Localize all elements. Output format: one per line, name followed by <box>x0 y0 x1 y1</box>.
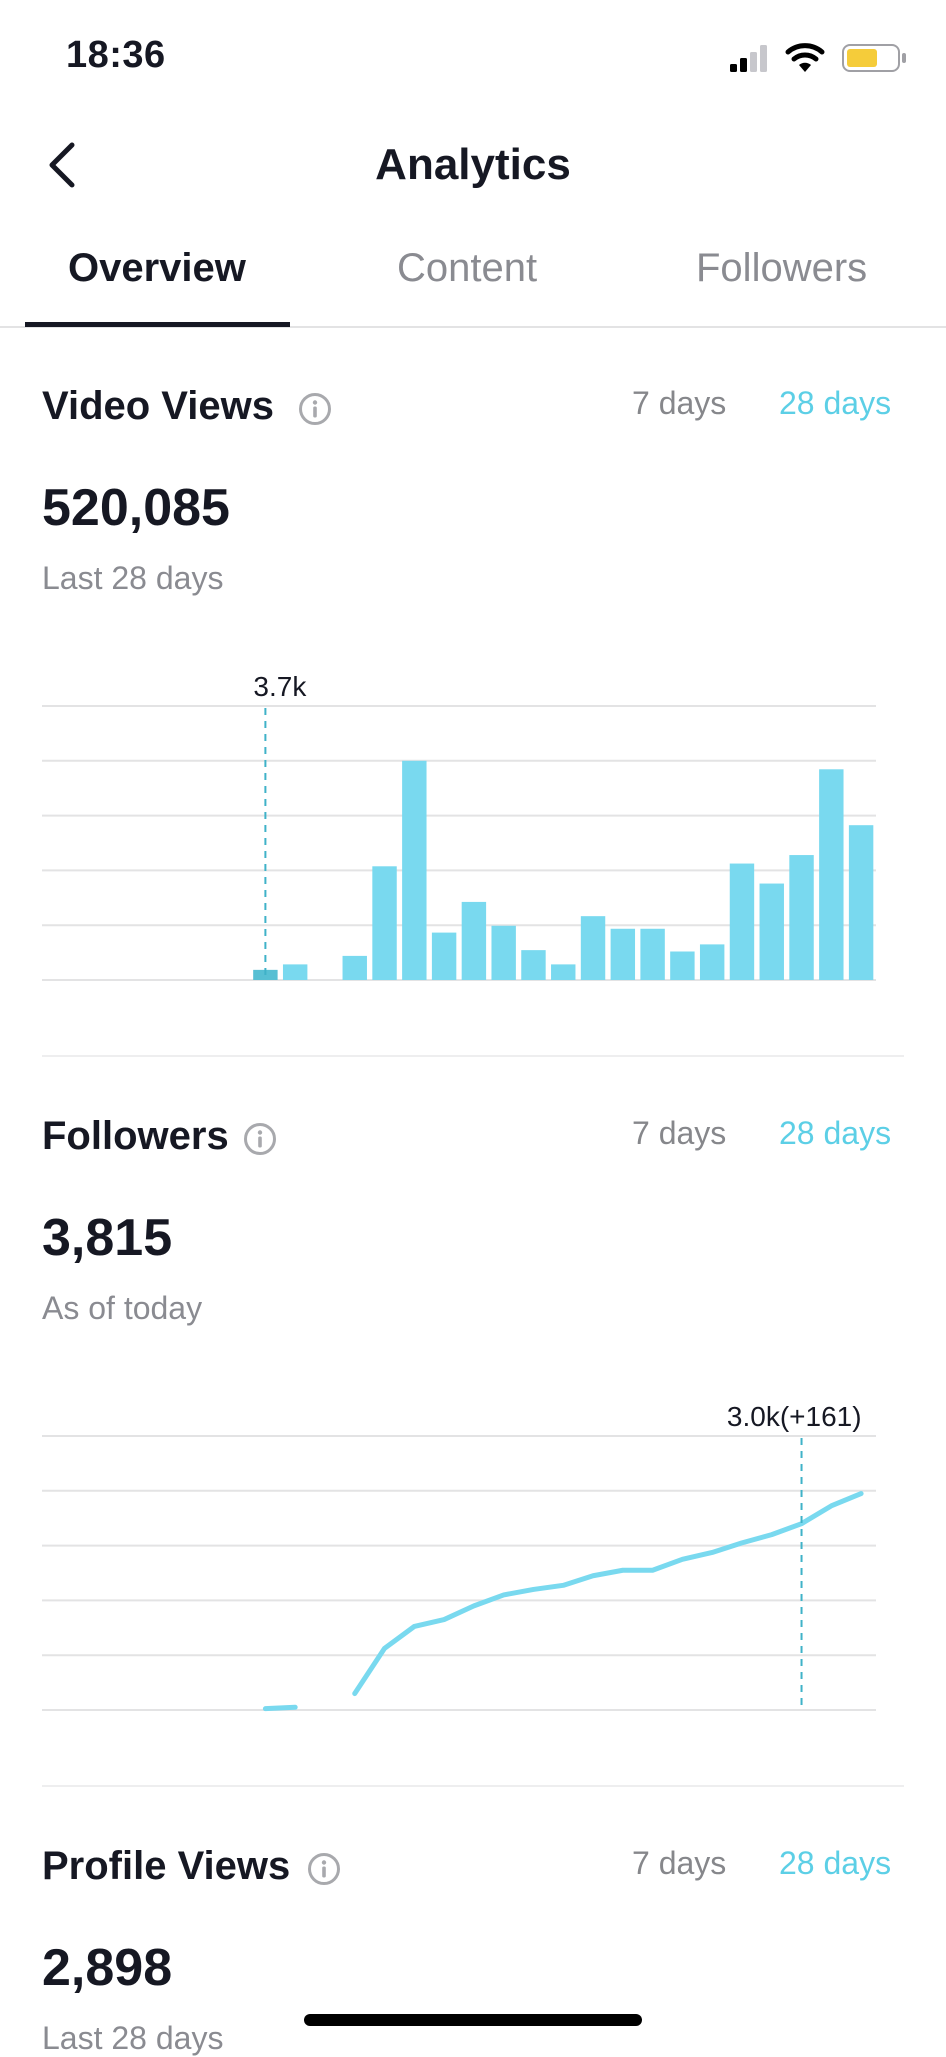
section-divider <box>42 1055 904 1057</box>
x-tick-label: 30 <box>846 1729 877 1730</box>
status-icons <box>730 43 906 72</box>
active-tab-indicator <box>25 322 290 327</box>
x-tick-label: 25 <box>697 999 728 1000</box>
x-tick-label: 15 <box>399 1729 430 1730</box>
series-line <box>352 1491 864 1697</box>
bar <box>402 760 427 980</box>
x-tick-label: Dec 05 <box>72 999 161 1000</box>
tab-overview[interactable]: Overview <box>68 246 246 290</box>
series-line <box>262 1704 298 1712</box>
range-28-days[interactable]: 28 days <box>779 1845 892 1881</box>
bar <box>282 964 308 980</box>
bar <box>491 925 516 980</box>
bar <box>848 825 874 980</box>
x-tick-label: 30 <box>846 999 877 1000</box>
profile-views-title: Profile Views <box>42 1844 291 1888</box>
x-tick-label: 25 <box>697 1729 728 1730</box>
profile-views-value: 2,898 <box>42 1939 173 1997</box>
range-7-days[interactable]: 7 days <box>632 1115 727 1151</box>
bar <box>431 932 457 980</box>
bar <box>640 928 665 980</box>
bar <box>342 955 367 980</box>
status-time: 18:36 <box>66 34 166 76</box>
video-views-title: Video Views <box>42 384 274 428</box>
range-7-days[interactable]: 7 days <box>632 1845 727 1881</box>
x-tick-label: 20 <box>548 999 579 1000</box>
bar <box>699 944 725 980</box>
video-views-chart[interactable]: Dec 05 10 15 20 25 30 3.7k <box>0 640 946 1000</box>
bar <box>729 863 755 980</box>
x-tick-label: 10 <box>250 1729 281 1730</box>
bar <box>759 883 784 980</box>
tooltip-label: 3.7k <box>253 671 307 702</box>
tooltip-label: 3.0k(+161) <box>727 1401 862 1432</box>
followers-sublabel: As of today <box>42 1290 203 1326</box>
signal-icon <box>730 45 767 72</box>
video-views-sublabel: Last 28 days <box>42 560 224 596</box>
bar <box>610 928 636 980</box>
bar <box>551 964 576 980</box>
info-icon[interactable] <box>298 392 332 426</box>
section-divider <box>42 1785 904 1787</box>
x-tick-label: Dec 05 <box>72 1729 161 1730</box>
bar <box>580 916 606 980</box>
x-tick-label: 15 <box>399 999 430 1000</box>
followers-value: 3,815 <box>42 1209 173 1267</box>
range-28-days[interactable]: 28 days <box>779 1115 892 1151</box>
followers-chart[interactable]: Dec 05 10 15 20 25 30 3.0k(+161) <box>0 1370 946 1730</box>
range-7-days[interactable]: 7 days <box>632 385 727 421</box>
bar <box>789 855 814 980</box>
x-tick-label: 10 <box>250 999 281 1000</box>
tab-bar: Overview Content Followers <box>0 240 946 328</box>
bar <box>670 951 695 980</box>
bar <box>819 769 844 980</box>
tab-content[interactable]: Content <box>397 246 538 290</box>
video-views-value: 520,085 <box>42 479 230 537</box>
followers-title: Followers <box>42 1114 229 1158</box>
bar <box>372 866 397 980</box>
back-chevron-icon[interactable] <box>38 135 92 195</box>
wifi-icon <box>785 43 825 72</box>
bar <box>521 950 546 980</box>
x-tick-label: 20 <box>548 1729 579 1730</box>
status-bar: 18:36 <box>0 0 946 110</box>
home-indicator <box>304 2014 642 2026</box>
profile-views-sublabel: Last 28 days <box>42 2020 224 2056</box>
range-28-days[interactable]: 28 days <box>779 385 892 421</box>
info-icon[interactable] <box>243 1122 277 1156</box>
page-title: Analytics <box>375 140 571 189</box>
tab-followers[interactable]: Followers <box>696 246 868 290</box>
info-icon[interactable] <box>307 1852 341 1886</box>
bar <box>461 901 487 980</box>
battery-icon <box>842 44 906 72</box>
